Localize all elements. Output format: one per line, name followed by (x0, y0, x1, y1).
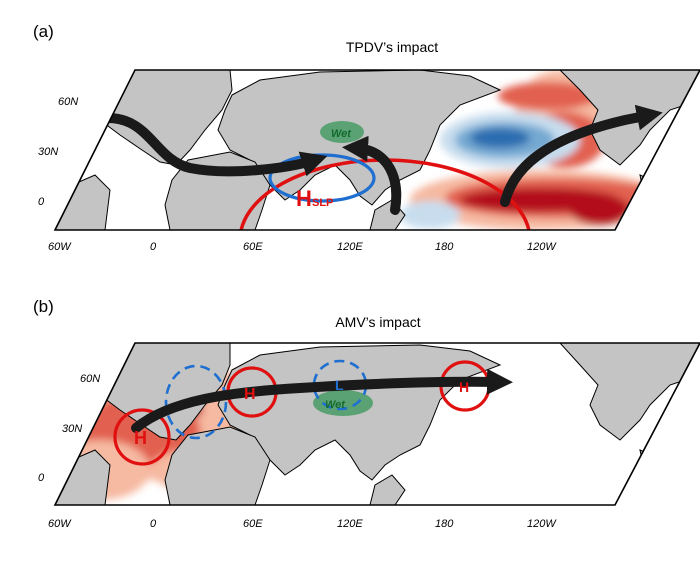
panel-a-lon-120e: 120E (337, 241, 363, 253)
panel-a-lon-60e: 60E (243, 241, 263, 253)
panel-b-high-circle-west (113, 408, 171, 466)
panel-b: (b) AMV’s impact (33, 297, 700, 530)
panel-b-lon-180: 180 (435, 518, 454, 530)
panel-a-arrows (103, 104, 663, 215)
panel-b-map: H H L Wet H (55, 343, 700, 505)
panel-a-lat-0: 0 (38, 196, 45, 208)
panel-b-lat-ticks: 60N 30N 0 (38, 373, 100, 484)
panel-a-lon-ticks: 60W 0 60E 120E 180 120W (48, 241, 557, 253)
panel-b-frame (53, 342, 700, 506)
panel-a-wave-arrow-east (500, 104, 663, 207)
panel-a-wave-arrow-west (103, 113, 328, 177)
panel-a-label: (a) (33, 22, 54, 41)
panel-b-lon-60w: 60W (48, 518, 72, 530)
panel-a-map: H SLP Wet (55, 70, 700, 230)
panel-a-wet-label: Wet (331, 128, 352, 140)
panel-a-lon-0: 0 (150, 241, 157, 253)
panel-a-high-sub: SLP (312, 197, 333, 209)
panel-a-lat-ticks: 60N 30N 0 (38, 96, 78, 208)
panel-a: (a) TPDV’s impact (33, 22, 700, 253)
panel-a-wave-arrow-pacific (342, 135, 402, 215)
panel-b-lon-0: 0 (150, 518, 157, 530)
panel-b-wave-arrow (131, 368, 513, 433)
panel-b-high-label-pacific: H (459, 379, 469, 395)
panel-b-high-label-europe: H (244, 386, 256, 403)
panel-b-high-label-west: H (134, 428, 147, 448)
panel-b-title: AMV’s impact (335, 314, 420, 330)
panel-a-lon-120w: 120W (527, 241, 557, 253)
panel-a-high-label: H (296, 186, 312, 211)
panel-b-lat-30n: 30N (62, 423, 82, 435)
panel-a-lat-60n: 60N (58, 96, 78, 108)
panel-a-title: TPDV’s impact (346, 39, 438, 55)
panel-a-lon-180: 180 (435, 241, 454, 253)
panel-b-lon-ticks: 60W 0 60E 120E 180 120W (48, 518, 557, 530)
panel-b-lon-120e: 120E (337, 518, 363, 530)
panel-b-lat-60n: 60N (80, 373, 100, 385)
panel-b-wet-region (313, 390, 373, 416)
panel-b-lat-0: 0 (38, 472, 45, 484)
panel-b-low-circle-atlantic (164, 364, 228, 440)
panel-a-frame (53, 69, 700, 231)
panel-a-lon-60w: 60W (48, 241, 72, 253)
panel-b-lon-120w: 120W (527, 518, 557, 530)
panel-b-lon-60e: 60E (243, 518, 263, 530)
panel-b-low-label: L (335, 377, 344, 393)
panel-b-wet-label: Wet (325, 399, 346, 411)
panel-a-lat-30n: 30N (38, 146, 58, 158)
panel-b-label: (b) (33, 297, 54, 316)
